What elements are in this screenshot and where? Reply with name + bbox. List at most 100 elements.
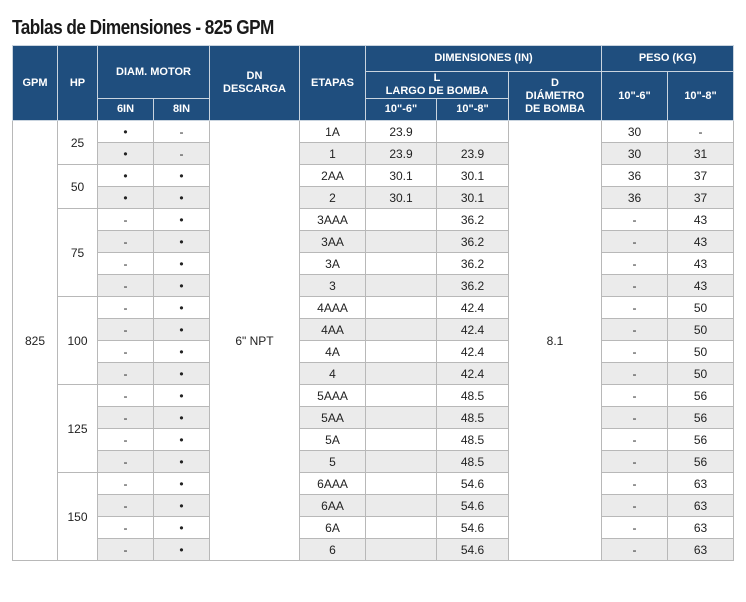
largo-10-8-cell: 54.6: [436, 472, 509, 495]
motor-6in-cell: -: [97, 384, 154, 407]
motor-8in-cell: •: [153, 406, 210, 429]
peso-10-8-cell: 37: [667, 164, 735, 187]
page-title: Tablas de Dimensiones - 825 GPM: [12, 17, 274, 39]
largo-10-8-cell: 54.6: [436, 516, 509, 539]
peso-10-6-cell: -: [601, 428, 669, 451]
descarga-cell: 6" NPT: [209, 120, 300, 561]
table-row: 75- • 3AAA 36.2-43: [13, 208, 735, 297]
peso-10-6-cell: 36: [601, 164, 669, 187]
table-row: 50 • • 2AA 30.1 30.1 36 37: [13, 164, 735, 209]
table-row: - • 4AA 42.4-50: [13, 318, 735, 341]
header-d-line2: DIÁMETRO: [525, 89, 585, 102]
table-row: 100- • 4AAA 42.4-50: [13, 296, 735, 385]
header-dn-descarga: DN DESCARGA: [209, 45, 300, 121]
largo-10-8-cell: 54.6: [436, 538, 509, 561]
table-row: - • 5 48.5-56: [13, 450, 735, 473]
peso-10-8-cell: 56: [667, 406, 735, 429]
table-row: - • 5AA 48.5-56: [13, 406, 735, 429]
peso-10-6-cell: 30: [601, 142, 669, 165]
header-l-line2: LARGO DE BOMBA: [385, 85, 489, 97]
etapa-cell: 3: [299, 274, 366, 297]
peso-10-6-cell: -: [601, 406, 669, 429]
etapa-cell: 6AAA: [299, 472, 366, 495]
table-row: - • 4A 42.4-50: [13, 340, 735, 363]
header-diam-motor: DIAM. MOTOR: [97, 45, 210, 99]
table-row: - • 4 42.4-50: [13, 362, 735, 385]
hp-cell: 75: [57, 208, 98, 297]
header-peso-10-6: 10"-6": [601, 71, 669, 121]
largo-10-8-cell: 48.5: [436, 406, 509, 429]
largo-10-6-cell: 23.9: [365, 120, 437, 143]
table-row: - • 6 54.6-63: [13, 538, 735, 561]
table-row: - • 6AA 54.6-63: [13, 494, 735, 517]
motor-6in-cell: -: [97, 450, 154, 473]
motor-6in-cell: -: [97, 472, 154, 495]
motor-8in-cell: •: [153, 340, 210, 363]
hp-cell: 150: [57, 472, 98, 561]
largo-10-8-cell: 42.4: [436, 340, 509, 363]
largo-10-6-cell: [365, 296, 437, 319]
motor-6in-cell: -: [97, 494, 154, 517]
peso-10-8-cell: 43: [667, 230, 735, 253]
etapa-cell: 1A: [299, 120, 366, 143]
peso-10-6-cell: -: [601, 296, 669, 319]
largo-10-6-cell: [365, 384, 437, 407]
dimensions-table: GPM HP DIAM. MOTOR DN DESCARGA ETAPAS DI…: [12, 45, 735, 561]
motor-6in-cell: -: [97, 230, 154, 253]
peso-10-6-cell: 36: [601, 186, 669, 209]
etapa-cell: 2: [299, 186, 366, 209]
largo-10-6-cell: [365, 406, 437, 429]
motor-6in-cell: -: [97, 428, 154, 451]
gpm-cell: 825: [12, 120, 58, 561]
largo-10-8-cell: 48.5: [436, 428, 509, 451]
etapa-cell: 3AAA: [299, 208, 366, 231]
peso-10-8-cell: 56: [667, 450, 735, 473]
largo-10-6-cell: [365, 274, 437, 297]
peso-10-8-cell: 43: [667, 252, 735, 275]
motor-6in-cell: •: [97, 120, 154, 143]
motor-8in-cell: •: [153, 274, 210, 297]
etapa-cell: 3AA: [299, 230, 366, 253]
table-row: - • 3A 36.2-43: [13, 252, 735, 275]
peso-10-6-cell: -: [601, 340, 669, 363]
header-peso: PESO (KG): [601, 45, 735, 72]
header-6in: 6IN: [97, 98, 154, 121]
motor-6in-cell: -: [97, 208, 154, 231]
largo-10-6-cell: [365, 252, 437, 275]
motor-8in-cell: •: [153, 494, 210, 517]
header-l-line1: L: [433, 72, 441, 84]
largo-10-6-cell: [365, 494, 437, 517]
peso-10-6-cell: -: [601, 362, 669, 385]
largo-10-8-cell: 36.2: [436, 252, 509, 275]
largo-10-6-cell: [365, 230, 437, 253]
header-etapas: ETAPAS: [299, 45, 366, 121]
largo-10-6-cell: 23.9: [365, 142, 437, 165]
header-gpm: GPM: [12, 45, 58, 121]
motor-6in-cell: -: [97, 538, 154, 561]
peso-10-6-cell: -: [601, 450, 669, 473]
largo-10-6-cell: [365, 538, 437, 561]
motor-6in-cell: -: [97, 274, 154, 297]
hp-cell: 25: [57, 120, 98, 165]
motor-8in-cell: •: [153, 252, 210, 275]
motor-6in-cell: -: [97, 296, 154, 319]
peso-10-6-cell: -: [601, 230, 669, 253]
header-largo-bomba: L LARGO DE BOMBA: [365, 71, 509, 99]
hp-cell: 50: [57, 164, 98, 209]
hp-cell: 125: [57, 384, 98, 473]
motor-8in-cell: •: [153, 538, 210, 561]
motor-8in-cell: •: [153, 472, 210, 495]
peso-10-6-cell: 30: [601, 120, 669, 143]
header-dimensiones: DIMENSIONES (IN): [364, 45, 603, 72]
peso-10-8-cell: 56: [667, 384, 735, 407]
peso-10-8-cell: 63: [667, 472, 735, 495]
peso-10-8-cell: 31: [667, 142, 735, 165]
motor-6in-cell: -: [97, 340, 154, 363]
peso-10-8-cell: 50: [667, 318, 735, 341]
peso-10-6-cell: -: [601, 516, 669, 539]
peso-10-8-cell: 43: [667, 274, 735, 297]
motor-8in-cell: •: [153, 164, 210, 187]
motor-6in-cell: •: [97, 164, 154, 187]
table-row: - • 3 36.2-43: [13, 274, 735, 297]
motor-8in-cell: •: [153, 230, 210, 253]
